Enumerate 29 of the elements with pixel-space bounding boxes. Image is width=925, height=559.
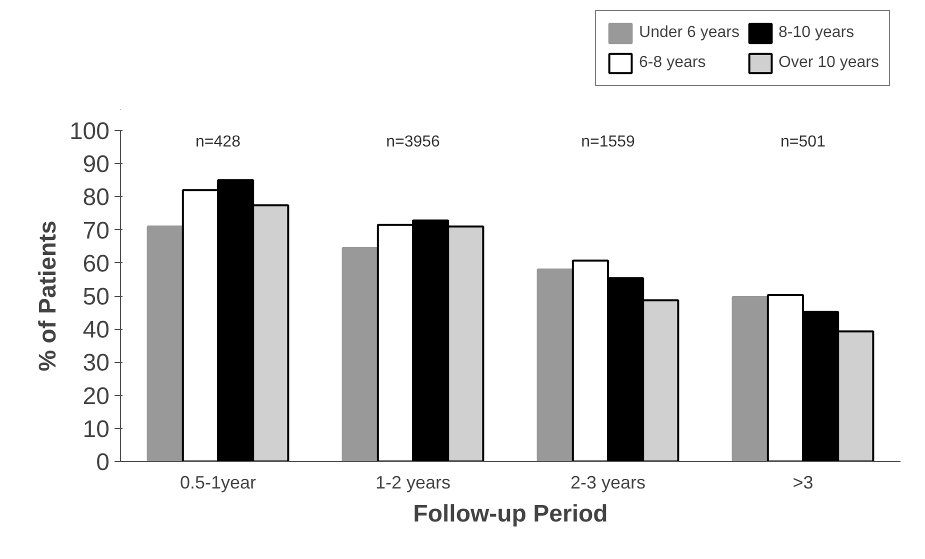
- y-tick-label: 50: [82, 284, 110, 310]
- y-tick-label: 60: [82, 250, 110, 278]
- y-tick-label: 20: [82, 382, 110, 410]
- y-tick-label: 90: [82, 151, 110, 178]
- x-tick-label: 2-3 years: [570, 472, 646, 492]
- bar: [342, 247, 379, 462]
- y-tick-label: 0: [96, 449, 110, 476]
- y-tick-label: 100: [69, 118, 110, 145]
- y-tick-label: 80: [82, 184, 110, 212]
- annotation: n=428: [196, 134, 241, 150]
- y-tick-label: 40: [82, 316, 110, 344]
- x-tick-label: 0.5-1year: [180, 472, 256, 492]
- x-tick-label: 1-2 years: [375, 472, 451, 492]
- legend-label: Under 6 years: [639, 24, 740, 42]
- y-tick-label: 70: [82, 217, 110, 244]
- y-tick-label: 10: [82, 416, 110, 443]
- bar: [536, 268, 574, 462]
- legend-label: Over 10 years: [778, 54, 879, 72]
- annotation: n=1559: [581, 134, 636, 150]
- annotation: n=3956: [386, 134, 440, 150]
- x-axis-title: Follow-up Period: [413, 500, 608, 528]
- x-tick-label: >3: [792, 472, 814, 492]
- legend-label: 6-8 years: [639, 54, 706, 72]
- y-tick-label: 30: [82, 350, 110, 377]
- bar: [732, 296, 769, 462]
- y-axis-title: % of Patients: [34, 220, 62, 372]
- bar: [146, 225, 184, 462]
- legend-label: 8-10 years: [778, 24, 854, 42]
- annotation: n=501: [780, 134, 826, 150]
